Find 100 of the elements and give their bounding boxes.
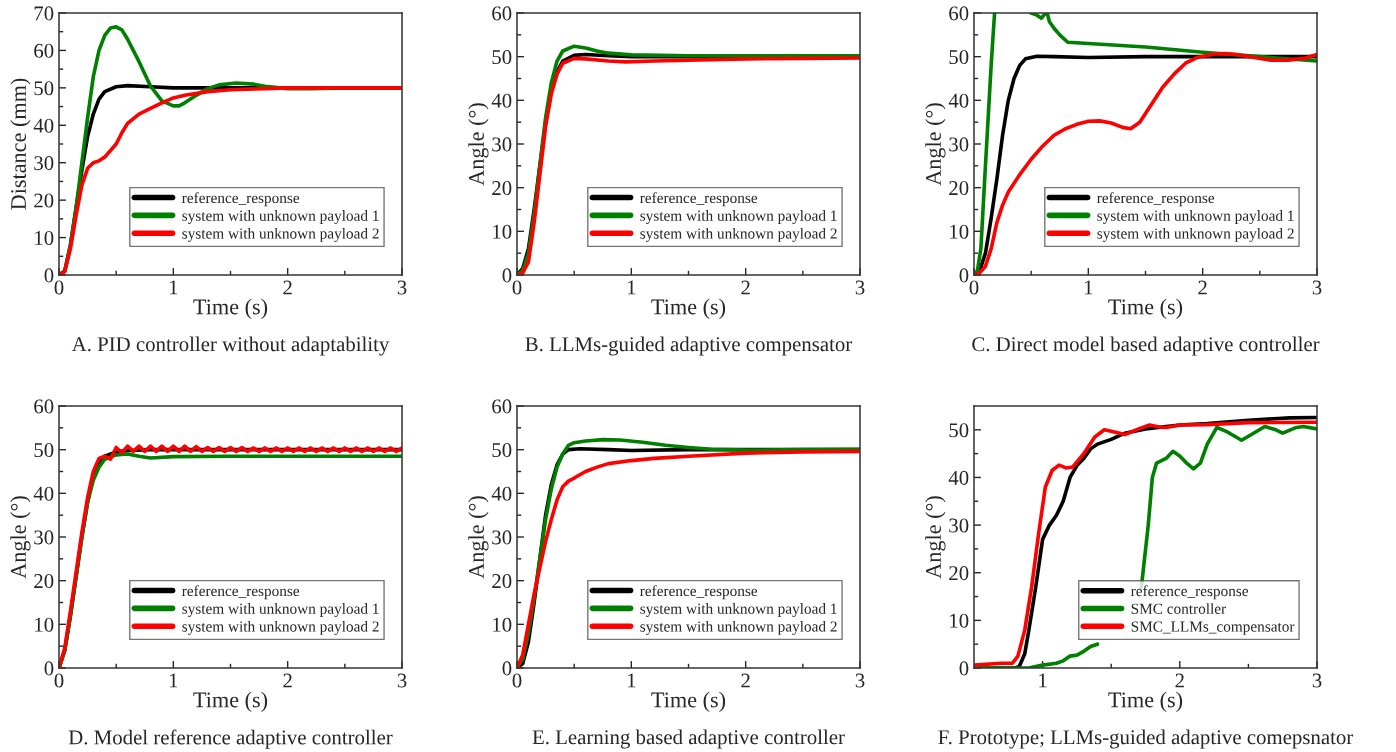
y-axis-title: Angle (°): [10, 496, 31, 579]
x-tick-label: 3: [855, 673, 865, 688]
y-tick-label: 20: [949, 566, 969, 581]
x-tick-label: 1: [627, 280, 636, 295]
x-tick-label: 1: [1084, 280, 1093, 295]
legend-label: system with unknown payload 2: [182, 620, 379, 635]
y-tick-label: 10: [950, 613, 969, 628]
y-tick-label: 30: [492, 530, 512, 545]
x-tick-label: 1: [169, 673, 178, 688]
y-tick-label: 50: [492, 50, 512, 65]
y-tick-label: 50: [492, 443, 512, 458]
y-tick-label: 10: [493, 224, 512, 239]
y-tick-label: 0: [959, 268, 969, 283]
y-tick-label: 60: [492, 6, 512, 21]
y-tick-label: 70: [34, 6, 54, 21]
x-axis-title: Time (s): [651, 691, 726, 712]
text: B. LLMs-guided adaptive compensator: [525, 336, 853, 356]
y-tick-label: 40: [33, 118, 54, 133]
legend-label: reference_response: [1130, 585, 1249, 600]
text: D. Model reference adaptive controller: [68, 729, 393, 749]
y-tick-label: 30: [949, 518, 969, 533]
y-axis-title: Angle (°): [468, 103, 489, 186]
legend-label: SMC controller: [1131, 603, 1227, 614]
x-tick-label: 3: [1312, 673, 1322, 688]
y-tick-label: 30: [949, 137, 969, 152]
y-tick-label: 0: [44, 661, 54, 676]
y-tick-label: 0: [502, 268, 512, 283]
x-tick-label: 3: [397, 280, 407, 295]
y-tick-label: 0: [502, 661, 512, 676]
x-tick-label: 0: [54, 673, 64, 688]
legend-label: reference_response: [640, 192, 758, 207]
y-tick-label: 20: [34, 193, 54, 208]
y-tick-label: 30: [34, 530, 54, 545]
y-tick-label: 20: [949, 181, 969, 196]
x-axis-title: Time (s): [193, 691, 268, 712]
legend-label: system with unknown payload 1: [182, 603, 379, 618]
x-tick-label: 0: [512, 280, 522, 295]
x-tick-label: 3: [1312, 280, 1322, 295]
text: A. PID controller without adaptability: [71, 336, 390, 356]
legend-label: system with unknown payload 2: [1097, 227, 1294, 242]
y-tick-label: 50: [34, 443, 54, 458]
x-axis-title: Time (s): [1108, 691, 1183, 712]
x-tick-label: 3: [397, 673, 407, 688]
x-tick-label: 2: [741, 673, 750, 688]
legend-label: reference_response: [182, 192, 300, 207]
y-tick-label: 50: [949, 423, 969, 438]
text: C. Direct model based adaptive controller: [972, 336, 1320, 356]
x-tick-label: 1: [1039, 673, 1047, 688]
y-axis-title: Angle (°): [925, 496, 946, 579]
y-tick-label: 40: [948, 470, 969, 485]
y-tick-label: 10: [35, 230, 54, 245]
legend-label: system with unknown payload 1: [182, 210, 379, 225]
y-tick-label: 20: [34, 574, 54, 589]
legend-label: reference_response: [1097, 192, 1215, 207]
x-tick-label: 2: [1175, 673, 1184, 688]
legend-label: SMC_LLMs_compensator: [1131, 621, 1295, 635]
y-tick-label: 50: [949, 50, 969, 65]
x-tick-label: 2: [283, 673, 292, 688]
y-tick-label: 60: [949, 6, 969, 21]
y-tick-label: 10: [950, 224, 969, 239]
x-axis-title: Time (s): [193, 298, 268, 319]
text: F. Prototype; LLMs-guided adaptive comepsnator: [938, 729, 1354, 749]
y-tick-label: 20: [492, 574, 512, 589]
legend-label: system with unknown payload 2: [640, 620, 837, 635]
y-tick-label: 30: [492, 137, 512, 152]
y-tick-label: 10: [35, 617, 54, 632]
y-axis-title: Angle (°): [468, 496, 489, 579]
x-tick-label: 2: [283, 280, 292, 295]
x-tick-label: 1: [169, 280, 178, 295]
legend-label: reference_response: [182, 585, 300, 600]
x-tick-label: 3: [855, 280, 865, 295]
legend-label: system with unknown payload 1: [1097, 210, 1294, 225]
x-axis-title: Time (s): [1108, 298, 1183, 319]
legend-label: system with unknown payload 1: [640, 210, 837, 225]
legend-label: reference_response: [640, 585, 758, 600]
y-tick-label: 20: [492, 181, 512, 196]
y-tick-label: 60: [492, 399, 512, 414]
x-axis-title: Time (s): [651, 298, 726, 319]
y-axis-title: Angle (°): [925, 103, 946, 186]
legend-label: system with unknown payload 2: [640, 227, 837, 242]
y-tick-label: 0: [959, 661, 969, 676]
y-axis-title: Distance (mm): [10, 78, 31, 210]
legend-label: system with unknown payload 1: [640, 603, 837, 618]
y-tick-label: 10: [493, 617, 512, 632]
y-tick-label: 50: [34, 81, 54, 96]
x-tick-label: 2: [1198, 280, 1207, 295]
x-tick-label: 0: [969, 280, 979, 295]
x-tick-label: 2: [741, 280, 750, 295]
x-tick-label: 0: [54, 280, 64, 295]
legend-label: system with unknown payload 2: [182, 227, 379, 242]
y-tick-label: 30: [34, 156, 54, 171]
y-tick-label: 60: [34, 399, 54, 414]
y-tick-label: 60: [34, 43, 54, 58]
x-tick-label: 0: [512, 673, 522, 688]
y-tick-label: 0: [44, 268, 54, 283]
y-tick-label: 40: [491, 486, 512, 501]
y-tick-label: 40: [491, 93, 512, 108]
y-tick-label: 40: [33, 486, 54, 501]
text: E. Learning based adaptive controller: [532, 729, 845, 749]
x-tick-label: 1: [627, 673, 636, 688]
